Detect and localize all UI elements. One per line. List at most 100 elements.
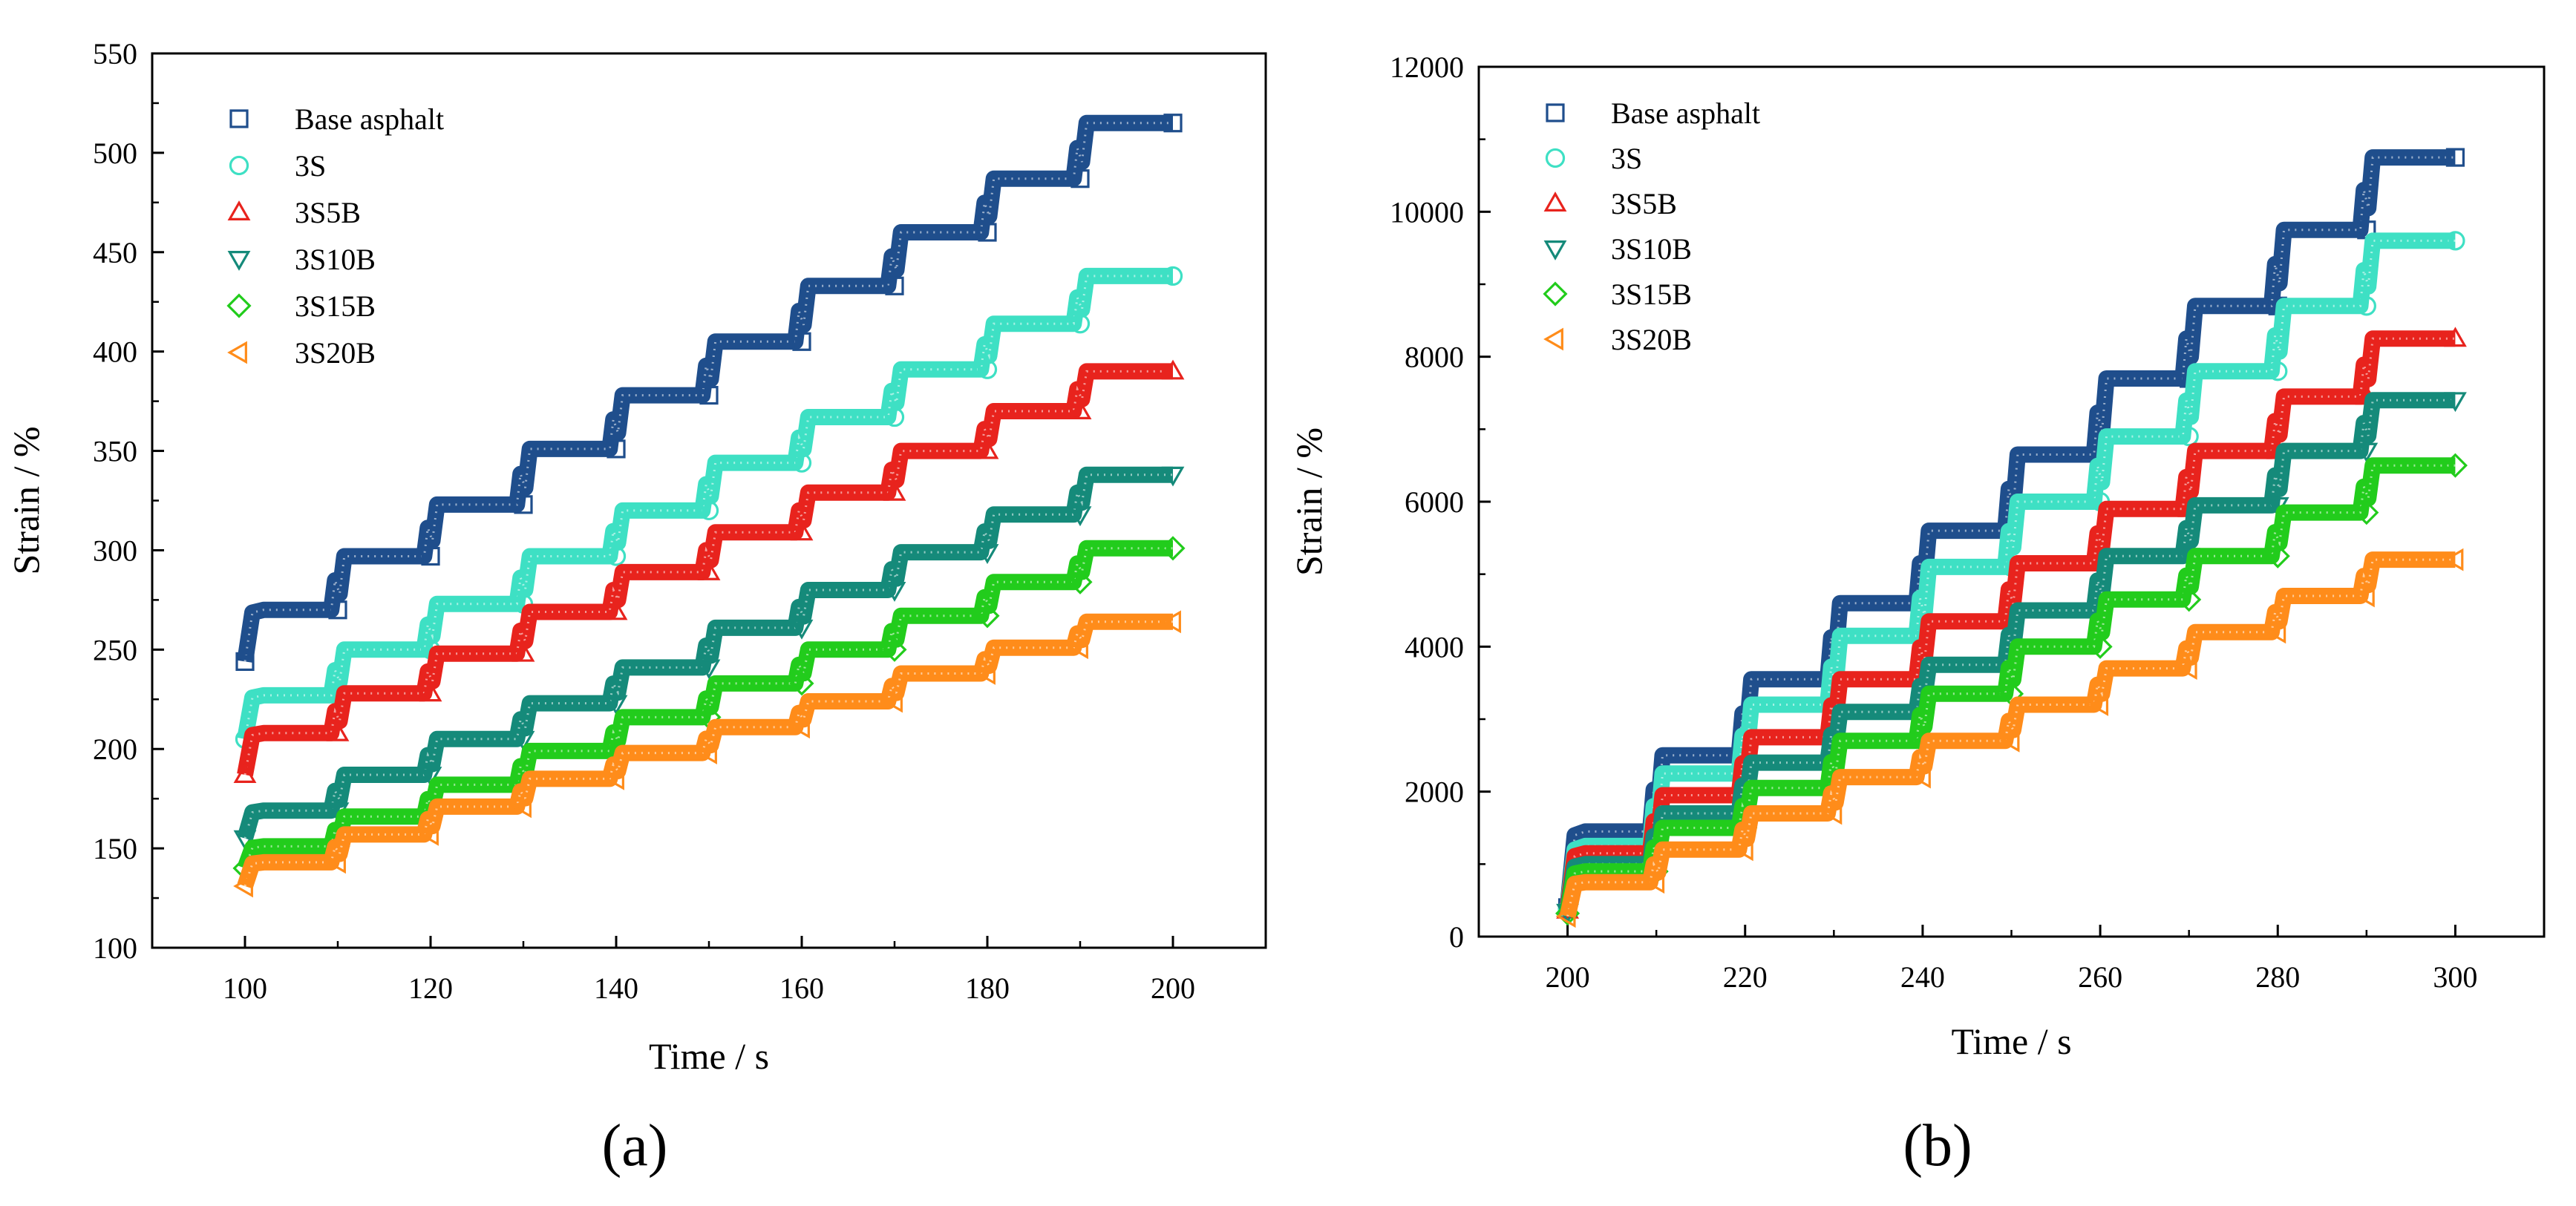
data-point-a-3s5b-7: [883, 480, 906, 501]
data-point-a-3s-7: [884, 407, 905, 427]
legend-label-b-3s20b: 3S20B: [1611, 323, 1692, 356]
y-tick-label-a-550: 550: [93, 37, 137, 71]
data-point-b-3s-8: [2268, 361, 2288, 381]
series-texture-a-base-asphalt: [243, 122, 1173, 662]
series-band-a-3s5b: [237, 363, 1173, 777]
x-axis-title-a: Time / s: [649, 1035, 769, 1077]
y-tick-label-a-100: 100: [93, 931, 137, 965]
data-point-a-3s-9: [1070, 314, 1091, 334]
data-point-a-3s10b-3: [511, 730, 535, 751]
data-point-b-3s20b-2: [1733, 838, 1753, 862]
x-tick-label-a-120: 120: [408, 971, 453, 1005]
legend-item-b-3s5b: 3S5B: [1543, 187, 1677, 220]
series-a-3s10b: [233, 466, 1185, 851]
legend-item-b-3s20b: 3S20B: [1543, 323, 1692, 356]
legend-marker-a-3s: [229, 155, 249, 176]
x-tick-label-a-180: 180: [965, 971, 1010, 1005]
series-a-3s20b: [233, 610, 1181, 898]
legend-marker-a-3s20b: [227, 341, 247, 364]
data-point-a-3s20b-10: [1161, 610, 1181, 634]
data-point-a-3s10b-0: [233, 830, 257, 851]
legend-item-a-3s20b: 3S20B: [227, 336, 376, 370]
data-point-a-3s-6: [791, 453, 812, 473]
data-point-a-3s5b-4: [604, 600, 628, 620]
legend-item-b-3s: 3S: [1545, 142, 1642, 175]
data-point-b-3s20b-5: [1999, 729, 2020, 753]
data-point-a-3s10b-10: [1161, 466, 1185, 487]
data-point-a-3s20b-5: [697, 741, 717, 764]
data-point-b-3s20b-7: [2177, 657, 2197, 681]
data-point-a-3s-4: [606, 546, 627, 566]
legend-marker-b-3s: [1545, 148, 1566, 168]
data-point-a-base-asphalt-2: [421, 546, 440, 566]
series-a-base-asphalt: [235, 114, 1183, 672]
data-point-b-3s20b-6: [2088, 693, 2109, 716]
data-point-b-3s10b-10: [2444, 392, 2467, 413]
legend-label-a-base-asphalt: Base asphalt: [295, 102, 444, 136]
data-point-b-3s5b-10: [2444, 327, 2467, 347]
series-texture-b-3s5b: [1566, 337, 2456, 911]
legend-item-a-3s: 3S: [229, 149, 326, 183]
data-point-b-3s-9: [2356, 296, 2376, 316]
data-point-a-3s10b-9: [1068, 506, 1092, 527]
data-point-b-3s15b-6: [2088, 634, 2113, 659]
legend-label-a-3s10b: 3S10B: [295, 243, 376, 276]
data-point-a-3s20b-7: [883, 689, 903, 713]
legend-marker-a-3s10b: [227, 251, 251, 271]
x-tick-label-b-220: 220: [1723, 960, 1768, 994]
data-point-a-3s20b-8: [975, 662, 996, 685]
data-point-a-3s-5: [699, 500, 719, 521]
legend-marker-b-3s20b: [1543, 327, 1563, 351]
x-tick-label-b-300: 300: [2433, 960, 2477, 994]
panel-label-b: (b): [1903, 1113, 1972, 1179]
data-point-a-3s5b-9: [1068, 399, 1092, 419]
legend-item-a-3s5b: 3S5B: [227, 196, 361, 229]
data-point-a-base-asphalt-4: [607, 439, 626, 459]
y-tick-label-a-450: 450: [93, 236, 137, 269]
y-tick-label-b-6000: 6000: [1405, 485, 1464, 519]
data-point-b-3s15b-9: [2354, 500, 2379, 525]
y-tick-label-a-400: 400: [93, 335, 137, 369]
y-tick-label-a-200: 200: [93, 733, 137, 766]
y-tick-label-b-10000: 10000: [1390, 195, 1464, 229]
legend-marker-a-3s15b: [226, 293, 252, 318]
series-band-a-3s: [237, 267, 1173, 741]
data-point-a-3s15b-10: [1160, 536, 1186, 561]
data-point-a-3s10b-6: [790, 619, 814, 640]
data-point-a-base-asphalt-0: [235, 652, 255, 672]
data-point-a-base-asphalt-5: [699, 385, 719, 405]
y-tick-label-b-4000: 4000: [1405, 630, 1464, 663]
data-point-b-3s15b-7: [2177, 587, 2202, 612]
legend-marker-a-base-asphalt: [229, 109, 249, 128]
legend-label-b-base-asphalt: Base asphalt: [1611, 96, 1760, 130]
legend-label-b-3s15b: 3S15B: [1611, 278, 1692, 311]
data-point-a-base-asphalt-8: [978, 223, 997, 242]
legend-label-a-3s5b: 3S5B: [295, 196, 361, 229]
data-point-a-3s5b-5: [697, 560, 721, 580]
data-point-a-3s5b-10: [1161, 359, 1185, 380]
data-point-a-3s5b-1: [326, 721, 350, 741]
data-point-b-3s20b-9: [2354, 584, 2375, 608]
data-point-b-3s20b-0: [1555, 905, 1576, 928]
legend-marker-b-3s10b: [1543, 240, 1567, 260]
x-tick-label-a-200: 200: [1151, 971, 1195, 1005]
data-point-a-3s20b-1: [326, 851, 346, 874]
legend-label-a-3s20b: 3S20B: [295, 336, 376, 370]
panel-b: 200 220 240 260 280 300 0 2000 4000 6000 8000 10000…: [1288, 50, 2546, 1179]
data-point-a-3s15b-6: [789, 671, 814, 696]
y-axis-title-b: Strain / %: [1288, 427, 1330, 576]
x-axis-title-b: Time / s: [1951, 1020, 2071, 1062]
legend-item-a-base-asphalt: Base asphalt: [229, 102, 444, 136]
legend-label-b-3s10b: 3S10B: [1611, 232, 1692, 266]
x-tick-label-b-260: 260: [2078, 960, 2122, 994]
data-point-a-3s-10: [1163, 266, 1183, 286]
y-tick-label-a-500: 500: [93, 137, 137, 170]
x-tick-label-a-160: 160: [779, 971, 824, 1005]
data-point-b-3s15b-8: [2265, 543, 2290, 568]
data-point-a-3s5b-2: [419, 681, 442, 702]
y-tick-label-b-12000: 12000: [1390, 50, 1464, 84]
y-tick-label-b-0: 0: [1449, 920, 1464, 954]
series-texture-b-3s: [1566, 239, 2456, 910]
data-point-a-base-asphalt-3: [514, 495, 533, 514]
